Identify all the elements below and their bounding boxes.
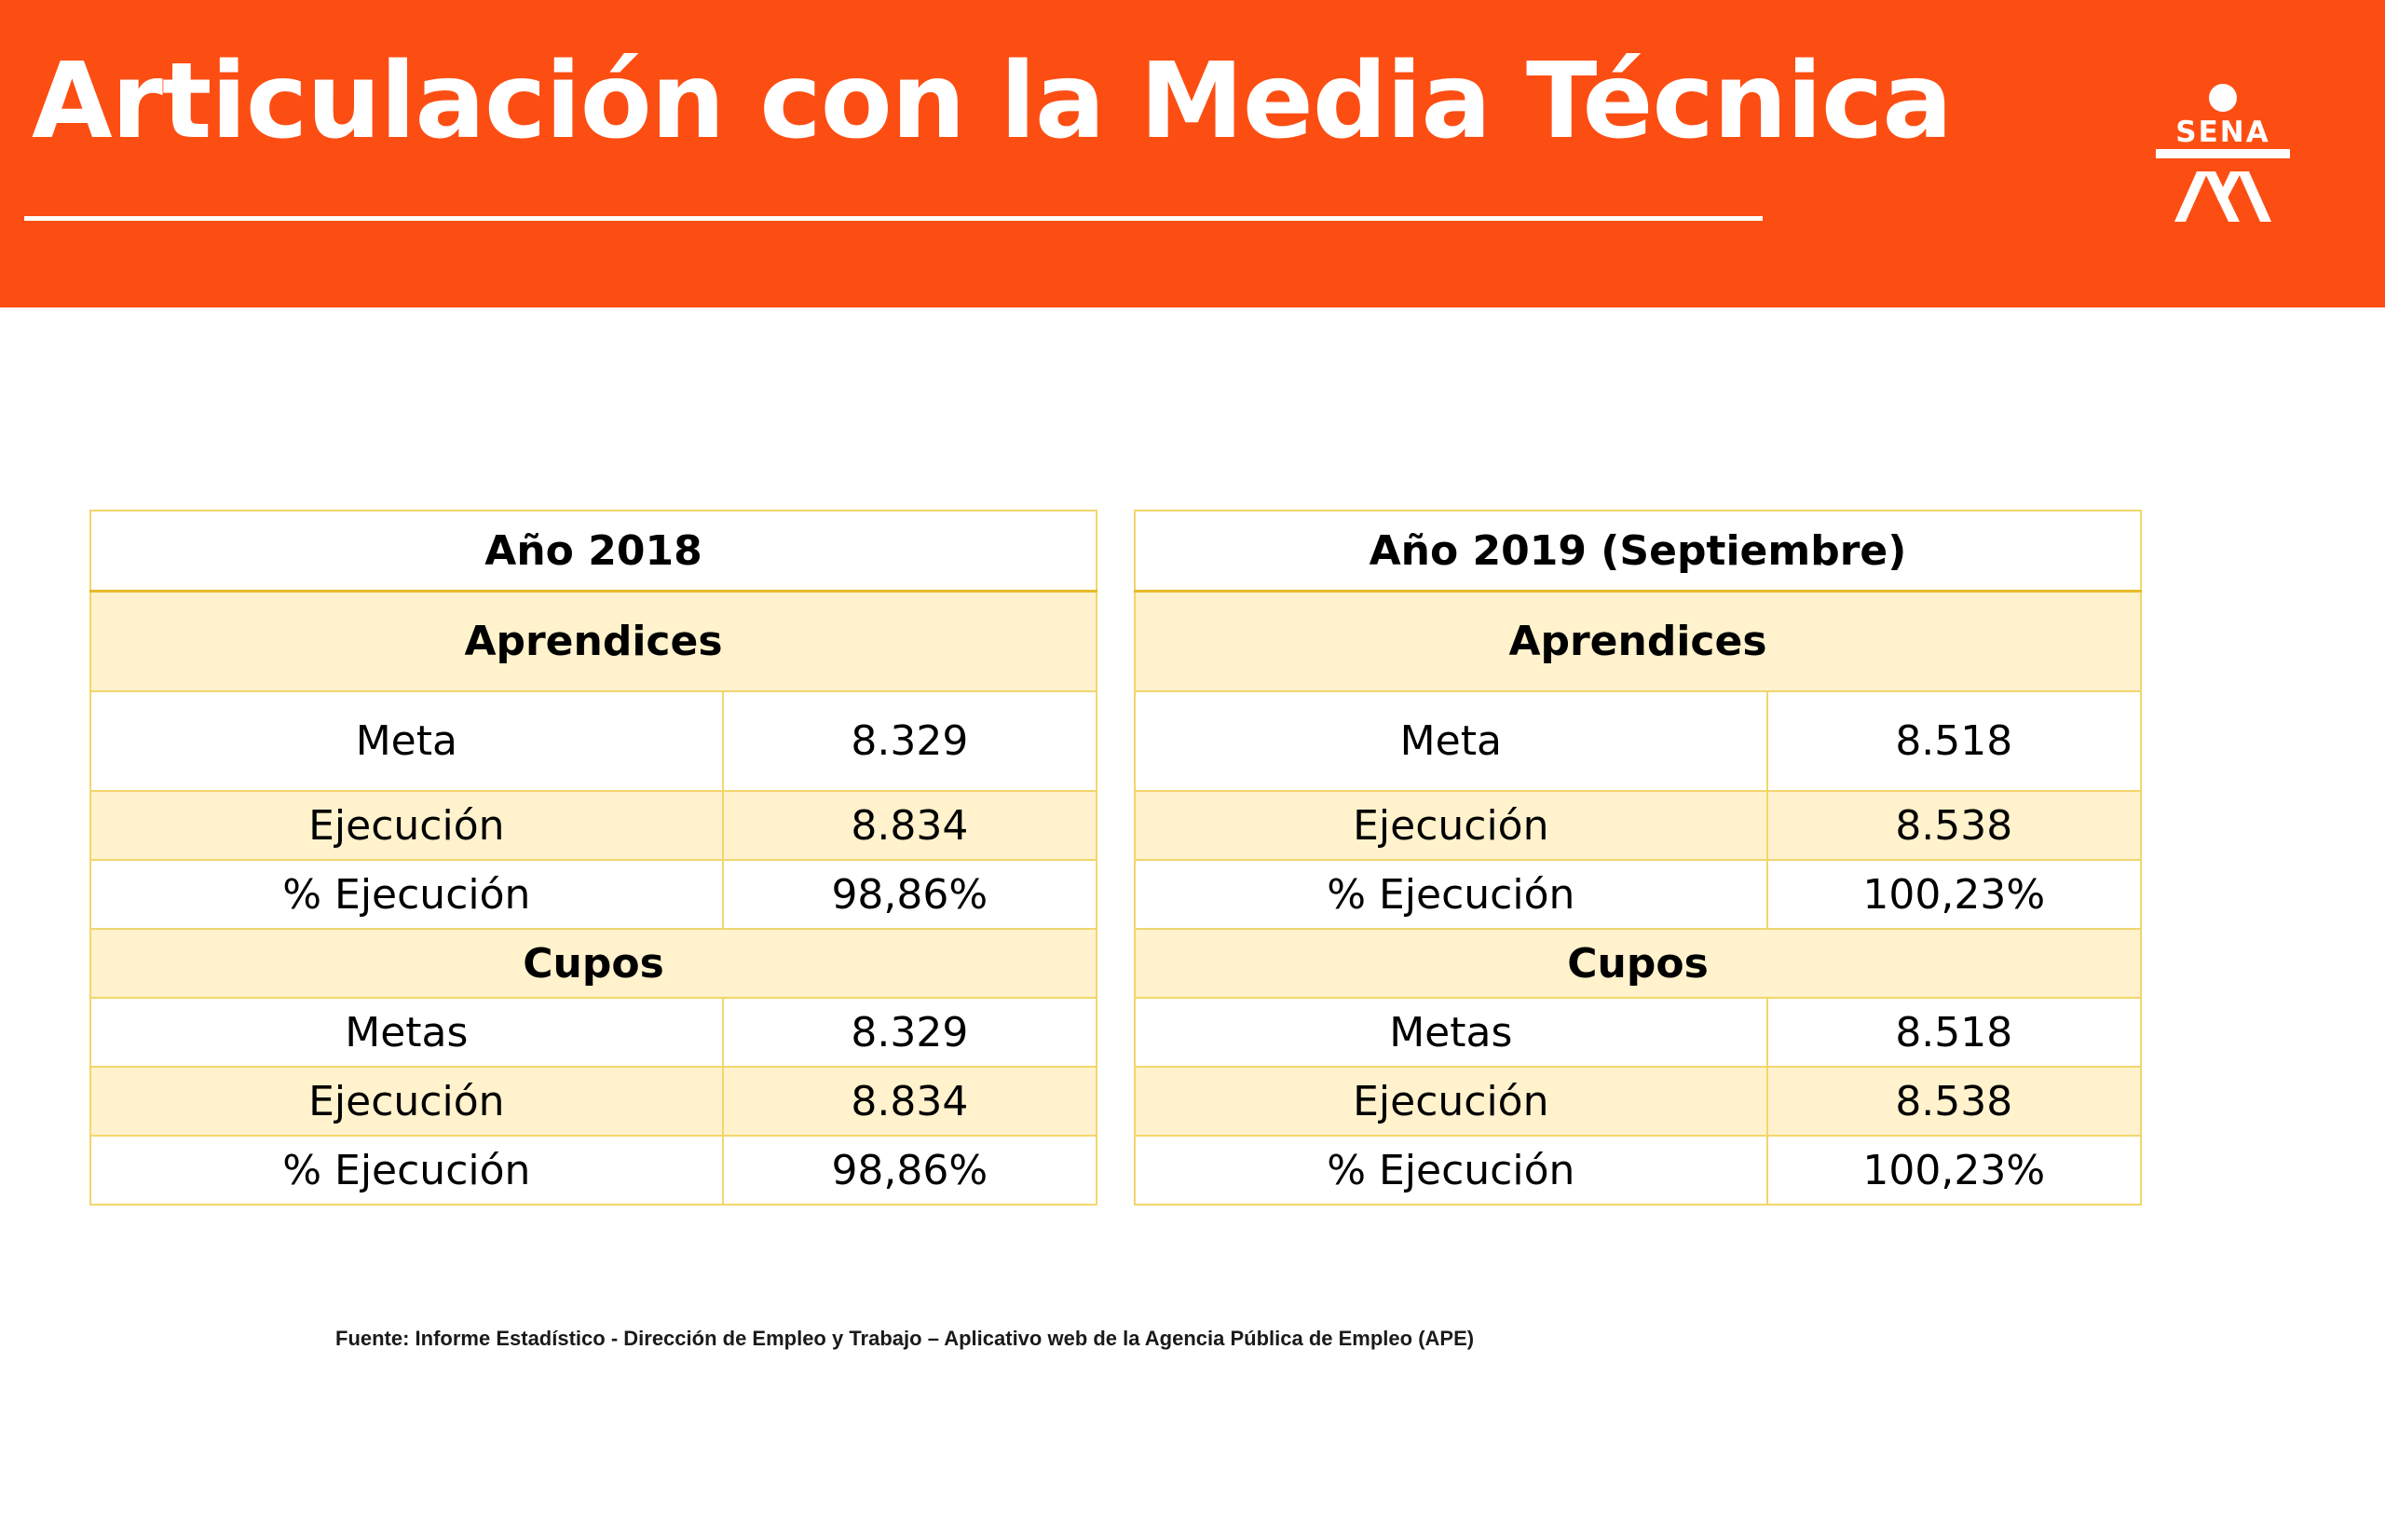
table-2019: Año 2019 (Septiembre) Aprendices Meta 8.… (1134, 510, 2143, 1206)
row-value: 8.518 (1765, 690, 2143, 792)
sena-logo-icon (2156, 84, 2290, 222)
section-cupos: Cupos (89, 928, 1097, 999)
section-aprendices: Aprendices (1134, 590, 2142, 692)
table-2018: Año 2018 Aprendices Meta 8.329 Ejecución… (89, 510, 1098, 1206)
source-note: Fuente: Informe Estadístico - Dirección … (335, 1327, 1475, 1350)
table-header: Año 2019 (Septiembre) (1134, 510, 2142, 593)
row-value: 8.834 (721, 1066, 1098, 1137)
row-value: 100,23% (1765, 1135, 2143, 1206)
sena-logo: SENA (2146, 82, 2299, 231)
logo-wordmark: SENA (2175, 116, 2270, 149)
row-value: 8.834 (721, 790, 1098, 861)
row-value: 8.538 (1765, 1066, 2143, 1137)
row-value: 98,86% (721, 859, 1098, 930)
row-label: Metas (89, 997, 724, 1068)
section-aprendices: Aprendices (89, 590, 1097, 692)
row-label: % Ejecución (89, 859, 724, 930)
row-value: 8.329 (721, 997, 1098, 1068)
row-label: Ejecución (1134, 790, 1768, 861)
row-value: 8.329 (721, 690, 1098, 792)
row-label: % Ejecución (1134, 859, 1768, 930)
title-underline (24, 216, 1763, 221)
row-value: 100,23% (1765, 859, 2143, 930)
row-label: Meta (1134, 690, 1768, 792)
section-cupos: Cupos (1134, 928, 2142, 999)
header-banner: Articulación con la Media Técnica SENA (0, 0, 2385, 307)
row-label: Ejecución (89, 1066, 724, 1137)
row-value: 8.538 (1765, 790, 2143, 861)
row-label: % Ejecución (1134, 1135, 1768, 1206)
row-label: % Ejecución (89, 1135, 724, 1206)
page-title: Articulación con la Media Técnica (32, 41, 1953, 162)
row-value: 8.518 (1765, 997, 2143, 1068)
table-header: Año 2018 (89, 510, 1097, 593)
row-label: Meta (89, 690, 724, 792)
row-value: 98,86% (721, 1135, 1098, 1206)
row-label: Ejecución (89, 790, 724, 861)
row-label: Metas (1134, 997, 1768, 1068)
row-label: Ejecución (1134, 1066, 1768, 1137)
